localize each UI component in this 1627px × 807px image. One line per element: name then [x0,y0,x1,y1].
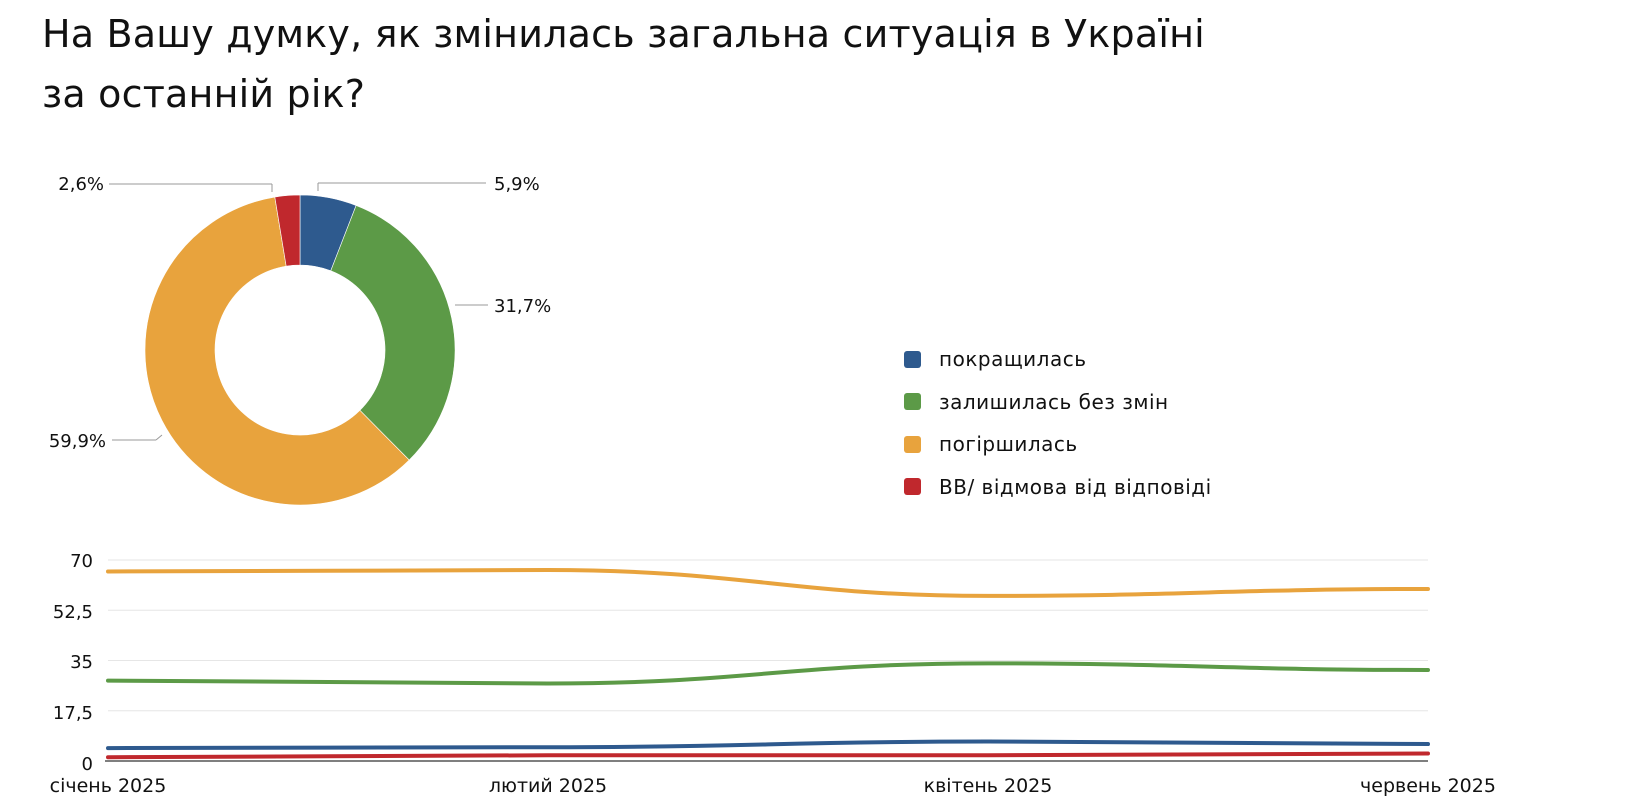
donut-segment [144,196,410,506]
line-chart: 70 52,5 35 17,5 0 січень 2025 лютий 2025… [50,551,1496,797]
xtick-feb: лютий 2025 [489,775,607,797]
label-no-answer: 2,6% [58,174,104,195]
y-axis-ticks: 70 52,5 35 17,5 0 [53,551,93,775]
legend-label: погіршилась [939,432,1078,457]
label-improved: 5,9% [494,174,540,195]
legend-item-unchanged: залишилась без змін [904,381,1212,424]
leader-line-worsened-tick [155,434,163,441]
gridlines [108,559,1428,712]
xtick-jun: червень 2025 [1360,775,1496,797]
donut-segment [330,205,456,461]
donut-segment [274,194,301,267]
line-series-0 [106,739,1430,751]
ytick-52-5: 52,5 [53,602,93,623]
ytick-0: 0 [82,754,93,775]
line-series [106,568,1430,760]
xtick-apr: квітень 2025 [924,775,1053,797]
donut-labels: 2,6% 5,9% 31,7% 59,9% [49,174,551,452]
legend-item-worsened: погіршилась [904,423,1212,466]
legend-swatch-icon [904,435,921,453]
page-title: На Вашу думку, як змінилась загальна сит… [42,4,1292,124]
legend-label: ВВ/ відмова від відповіді [939,474,1212,499]
x-axis-ticks: січень 2025 лютий 2025 квітень 2025 черв… [50,775,1496,797]
donut-chart [144,194,456,506]
ytick-17-5: 17,5 [53,703,93,724]
line-series-2 [106,568,1430,598]
legend-swatch-icon [904,478,921,496]
legend-label: залишилась без змін [939,389,1169,414]
xtick-jan: січень 2025 [50,775,167,797]
legend-swatch-icon [904,393,921,411]
label-unchanged: 31,7% [494,296,551,317]
legend-label: покращилась [939,347,1087,372]
legend-swatch-icon [904,350,921,368]
title-line-2: за останній рік? [42,72,366,116]
legend-item-improved: покращилась [904,338,1212,381]
line-series-1 [106,661,1430,686]
ytick-35: 35 [70,652,93,673]
label-worsened: 59,9% [49,431,106,452]
legend-item-no-answer: ВВ/ відмова від відповіді [904,466,1212,509]
ytick-70: 70 [70,551,93,572]
legend: покращилась залишилась без змін погіршил… [904,338,1212,508]
line-series-3 [106,751,1430,760]
title-line-1: На Вашу думку, як змінилась загальна сит… [42,12,1205,56]
